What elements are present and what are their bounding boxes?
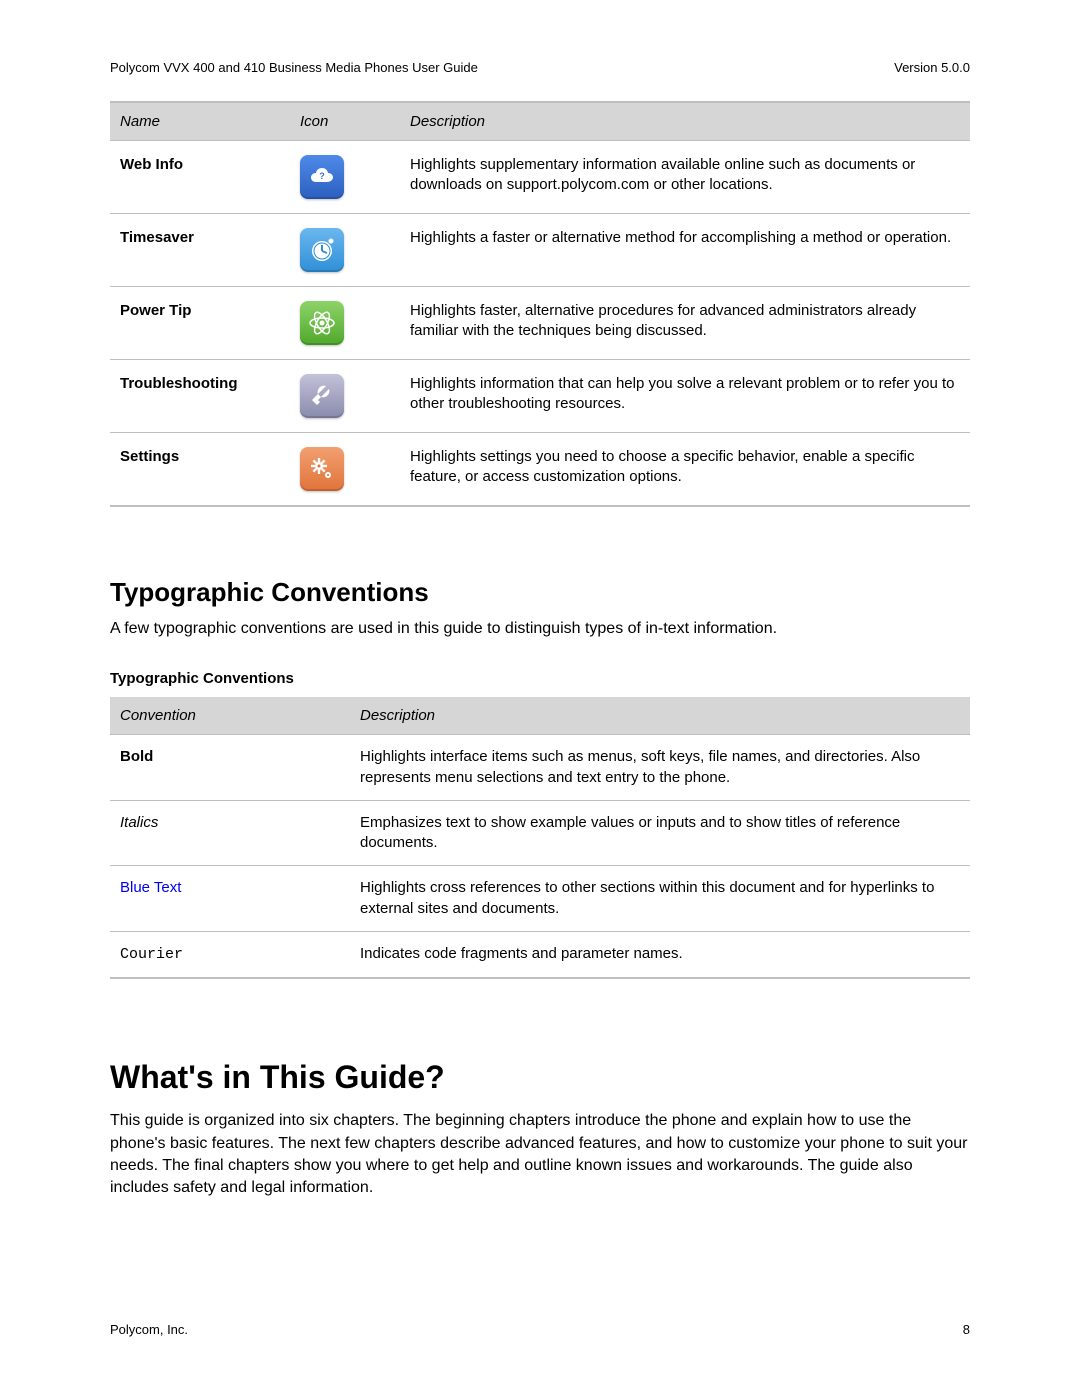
row-icon-cell xyxy=(290,214,400,287)
row-icon-cell: ? xyxy=(290,141,400,214)
col-header-name: Name xyxy=(110,103,290,141)
table-row: Courier Indicates code fragments and par… xyxy=(110,931,970,978)
doc-title: Polycom VVX 400 and 410 Business Media P… xyxy=(110,60,478,75)
whats-in-body: This guide is organized into six chapter… xyxy=(110,1110,970,1200)
table-row: Bold Highlights interface items such as … xyxy=(110,735,970,801)
conv-desc: Emphasizes text to show example values o… xyxy=(350,800,970,866)
table-row: Italics Emphasizes text to show example … xyxy=(110,800,970,866)
conv-name: Italics xyxy=(120,814,158,831)
row-desc: Highlights information that can help you… xyxy=(400,360,970,433)
row-name: Power Tip xyxy=(110,287,290,360)
clock-icon xyxy=(300,228,344,272)
row-icon-cell xyxy=(290,287,400,360)
row-name: Web Info xyxy=(110,141,290,214)
icon-conventions-table: Name Icon Description Web Info ? Highlig… xyxy=(110,103,970,507)
conv-desc: Indicates code fragments and parameter n… xyxy=(350,931,970,978)
col-header-icon: Icon xyxy=(290,103,400,141)
conv-desc: Highlights interface items such as menus… xyxy=(350,735,970,801)
col-header-desc: Description xyxy=(400,103,970,141)
row-desc: Highlights faster, alternative procedure… xyxy=(400,287,970,360)
row-name: Troubleshooting xyxy=(110,360,290,433)
footer-page: 8 xyxy=(963,1322,970,1337)
typographic-conventions-table: Convention Description Bold Highlights i… xyxy=(110,697,970,979)
table-row: Settings xyxy=(110,433,970,507)
table-row: Blue Text Highlights cross references to… xyxy=(110,866,970,932)
typographic-heading: Typographic Conventions xyxy=(110,577,970,608)
footer-company: Polycom, Inc. xyxy=(110,1322,188,1337)
row-icon-cell xyxy=(290,433,400,507)
conv-name: Bold xyxy=(120,748,153,765)
row-desc: Highlights supplementary information ava… xyxy=(400,141,970,214)
table-row: Web Info ? Highlights supplementary info… xyxy=(110,141,970,214)
svg-text:?: ? xyxy=(319,171,325,181)
col-header-description: Description xyxy=(350,697,970,735)
whats-in-heading: What's in This Guide? xyxy=(110,1059,970,1096)
table-row: Troubleshooting Highlights information t… xyxy=(110,360,970,433)
row-name: Timesaver xyxy=(110,214,290,287)
conv-name: Courier xyxy=(120,946,183,963)
wrench-icon xyxy=(300,374,344,418)
running-header: Polycom VVX 400 and 410 Business Media P… xyxy=(110,60,970,83)
table-row: Timesaver Highlights a faster or alterna… xyxy=(110,214,970,287)
row-desc: Highlights settings you need to choose a… xyxy=(400,433,970,507)
cloud-icon: ? xyxy=(300,155,344,199)
table-row: Power Tip Highlights faster, alternative… xyxy=(110,287,970,360)
col-header-convention: Convention xyxy=(110,697,350,735)
gear-icon xyxy=(300,447,344,491)
typographic-subhead: Typographic Conventions xyxy=(110,670,970,687)
doc-version: Version 5.0.0 xyxy=(894,60,970,75)
atom-icon xyxy=(300,301,344,345)
conv-name: Blue Text xyxy=(120,879,181,896)
row-desc: Highlights a faster or alternative metho… xyxy=(400,214,970,287)
row-name: Settings xyxy=(110,433,290,507)
running-footer: Polycom, Inc. 8 xyxy=(110,1322,970,1337)
typographic-intro: A few typographic conventions are used i… xyxy=(110,618,970,640)
conv-desc: Highlights cross references to other sec… xyxy=(350,866,970,932)
row-icon-cell xyxy=(290,360,400,433)
